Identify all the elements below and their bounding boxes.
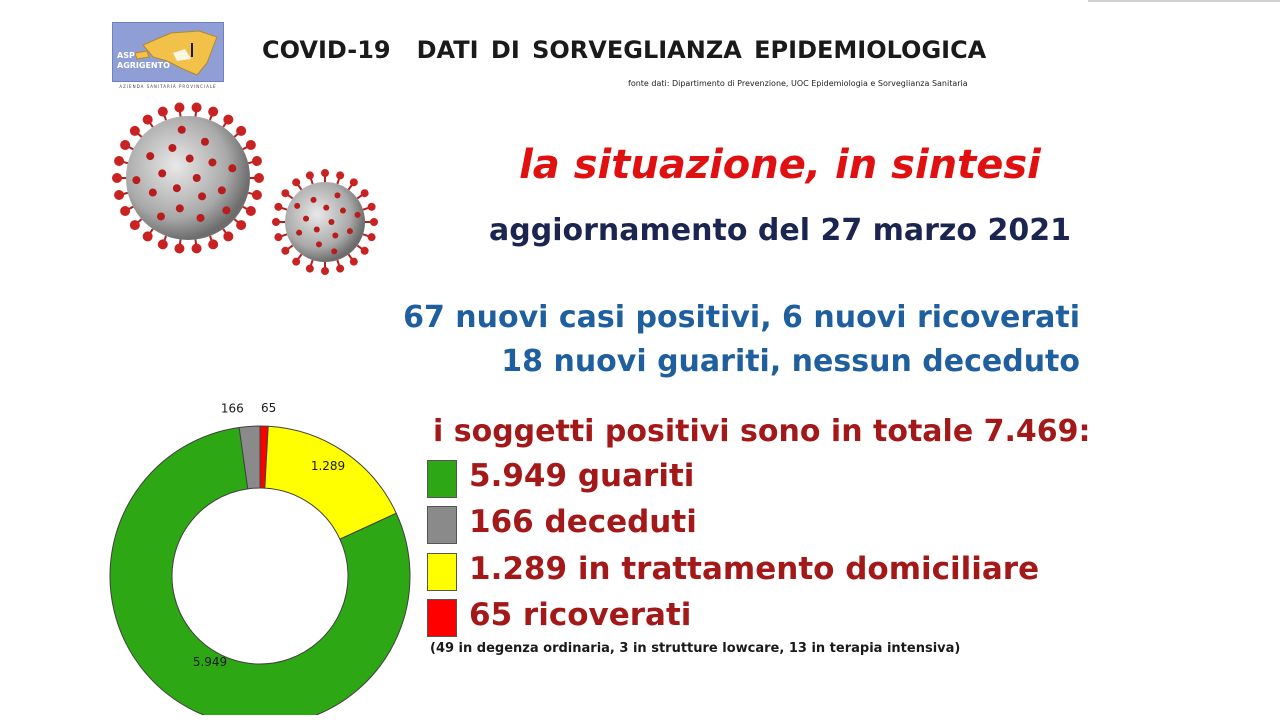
top-edge-line (1088, 0, 1280, 2)
page-title: COVID-19 DATI DI SORVEGLIANZA EPIDEMIOLOG… (262, 36, 986, 64)
donut-data-label: 65 (261, 401, 276, 415)
asp-agrigento-logo: ASP AGRIGENTO AZIENDA SANITARIA PROVINCIA… (112, 22, 224, 92)
update-date: aggiornamento del 27 marzo 2021 (489, 213, 1071, 248)
legend-swatch-yellow (427, 553, 457, 591)
donut-slice-deceduti (238, 425, 261, 490)
title-covid: COVID-19 (262, 36, 391, 64)
headline: la situazione, in sintesi (519, 142, 1041, 188)
legend-swatch-gray (427, 506, 457, 544)
title-sorveglianza: DATI DI SORVEGLIANZA EPIDEMIOLOGICA (416, 36, 987, 64)
legend-label: 65 ricoverati (469, 597, 692, 633)
positives-donut-chart: 65 1.289 5.949 166 (109, 401, 411, 715)
data-source-note: fonte dati: Dipartimento di Prevenzione,… (628, 79, 968, 88)
total-positives: i soggetti positivi sono in totale 7.469… (433, 414, 1091, 449)
donut-data-label: 166 (221, 401, 244, 415)
donut-data-label: 1.289 (311, 459, 345, 473)
legend-label: 166 deceduti (469, 504, 697, 540)
legend-label: 5.949 guariti (469, 458, 695, 494)
coronavirus-illustration (112, 102, 378, 275)
legend-swatch-green (427, 460, 457, 498)
logo-text-asp: ASP (117, 51, 135, 60)
donut-slice-guariti (109, 426, 411, 715)
logo-subtitle: AZIENDA SANITARIA PROVINCIALE (119, 84, 217, 89)
legend-swatch-red (427, 599, 457, 637)
hospitalization-detail: (49 in degenza ordinaria, 3 in strutture… (430, 641, 961, 656)
legend-label: 1.289 in trattamento domiciliare (469, 551, 1040, 587)
logo-text-agrigento: AGRIGENTO (117, 61, 170, 70)
news-line-1: 67 nuovi casi positivi, 6 nuovi ricovera… (403, 300, 1080, 335)
donut-data-label: 5.949 (193, 655, 227, 669)
news-line-2: 18 nuovi guariti, nessun deceduto (501, 344, 1080, 379)
